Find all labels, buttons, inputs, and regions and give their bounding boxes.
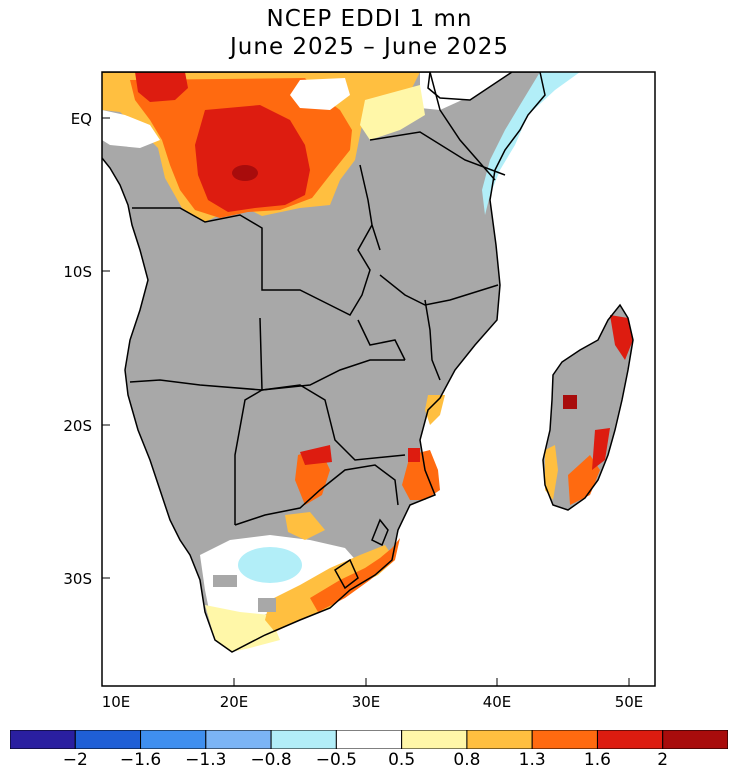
colorbar-swatch bbox=[205, 730, 272, 749]
east-coast-wet bbox=[482, 72, 580, 215]
country-borders bbox=[102, 72, 634, 653]
lon-label-10e: 10E bbox=[102, 693, 131, 711]
mozambique-dry-extreme bbox=[408, 448, 420, 462]
colorbar-swatch bbox=[335, 730, 403, 749]
colorbar-swatch bbox=[531, 730, 598, 749]
madagascar-dry-exceptional bbox=[563, 395, 577, 409]
map-subtitle: June 2025 – June 2025 bbox=[230, 34, 509, 60]
mozambique-dry-moderate bbox=[425, 395, 445, 425]
map-canvas bbox=[102, 72, 634, 653]
colorbar-label: 0.5 bbox=[388, 750, 416, 770]
colorbar-label: 2 bbox=[657, 750, 669, 770]
inland-dry-extreme bbox=[300, 445, 332, 465]
colorbar-label: −1.6 bbox=[119, 750, 162, 770]
colorbar-swatch bbox=[10, 730, 76, 749]
lon-label-50e: 50E bbox=[615, 693, 644, 711]
inland-dry-moderate bbox=[285, 512, 325, 540]
central-dry-extreme bbox=[195, 105, 310, 212]
colorbar-label: 1.3 bbox=[518, 750, 546, 770]
colorbar-swatch bbox=[596, 730, 664, 749]
central-dry-exceptional bbox=[232, 165, 258, 181]
colorbar-swatch bbox=[466, 730, 533, 749]
map-frame bbox=[101, 71, 656, 687]
colorbar-label: −2 bbox=[62, 750, 88, 770]
colorbar-label: −0.8 bbox=[250, 750, 292, 770]
map-title: NCEP EDDI 1 mn bbox=[266, 6, 473, 32]
longitude-axis: 10E 20E 30E 40E 50E bbox=[101, 678, 644, 711]
colorbar-label: 1.6 bbox=[583, 750, 611, 770]
colorbar-swatch bbox=[74, 730, 142, 749]
lon-label-30e: 30E bbox=[352, 693, 381, 711]
west-neutral-patch bbox=[102, 110, 160, 148]
south-dry-slight bbox=[205, 605, 280, 652]
colorbar-label: −1.3 bbox=[185, 750, 227, 770]
madagascar-dry-moderate bbox=[545, 445, 558, 500]
madagascar-landmass bbox=[543, 305, 633, 510]
lat-label-eq: EQ bbox=[71, 110, 92, 128]
lat-label-10s: 10S bbox=[63, 263, 92, 281]
colorbar-label: −0.5 bbox=[315, 750, 357, 770]
northeast-neutral bbox=[420, 72, 462, 110]
northeast-yellow bbox=[360, 85, 425, 140]
madagascar-dry-severe bbox=[568, 455, 600, 505]
north-neutral-patch bbox=[290, 78, 350, 110]
lon-label-40e: 40E bbox=[483, 693, 512, 711]
mozambique-dry-severe bbox=[402, 450, 440, 500]
south-wet-patch bbox=[238, 547, 302, 583]
colorbar-legend bbox=[10, 730, 728, 749]
colorbar-swatch bbox=[270, 730, 337, 749]
south-dry-severe bbox=[310, 538, 400, 612]
lon-label-20e: 20E bbox=[220, 693, 249, 711]
colorbar-swatch bbox=[401, 730, 468, 749]
lat-label-20s: 20S bbox=[63, 417, 92, 435]
madagascar-dry-extreme-east bbox=[610, 315, 633, 360]
colorbar-swatch bbox=[140, 730, 207, 749]
lat-label-30s: 30S bbox=[63, 570, 92, 588]
north-dry-extreme bbox=[135, 72, 188, 102]
colorbar-swatch bbox=[662, 730, 728, 749]
south-grey-patch-1 bbox=[213, 575, 237, 587]
madagascar-dry-extreme-south bbox=[592, 428, 610, 470]
latitude-axis: EQ 10S 20S 30S bbox=[63, 110, 110, 588]
colorbar-label: 0.8 bbox=[453, 750, 481, 770]
south-grey-patch-2 bbox=[258, 598, 276, 612]
